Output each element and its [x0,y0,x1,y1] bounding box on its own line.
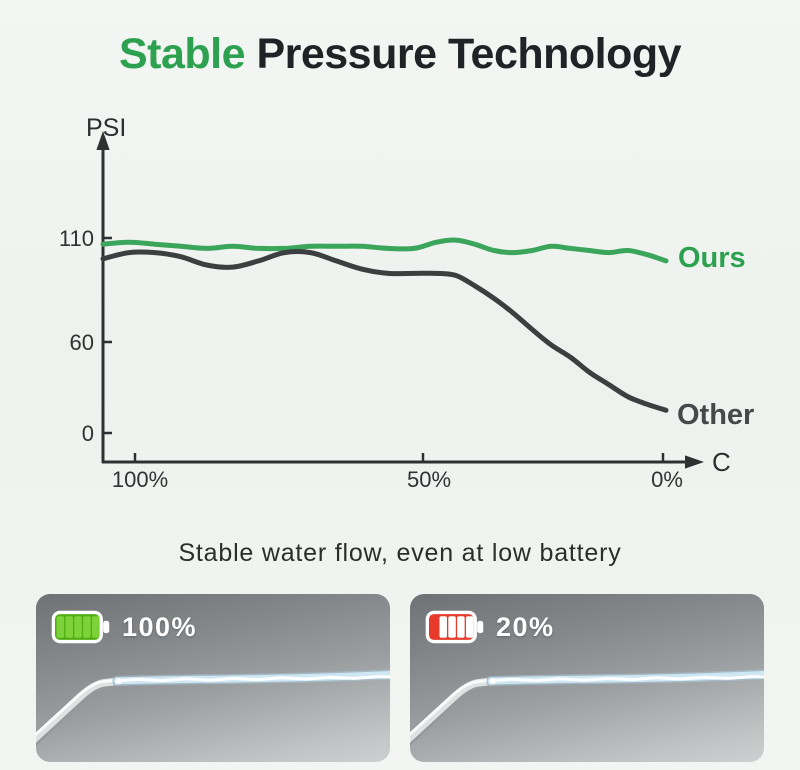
battery-indicator-low: 20% [425,610,555,644]
ours-series-label: Ours [678,242,746,274]
y-tick-110: 110 [59,226,94,251]
ours-series-line [100,237,669,264]
x-tick-0: 0% [651,467,683,492]
panel-full-battery: 100% [36,594,390,762]
battery-indicator-full: 100% [51,610,197,644]
x-axis-arrow-icon [685,455,704,469]
other-series-label: Other [677,399,754,431]
battery-nub [477,620,484,634]
y-axis: 110 60 0 PSI [59,114,126,464]
pressure-line-chart: 110 60 0 PSI 100% 50% 0% C Ours Other [59,114,754,492]
x-axis: 100% 50% 0% C [101,447,731,492]
battery-nub [103,620,110,634]
water-stream [112,669,390,686]
y-axis-arrow-icon [96,131,110,150]
title-rest: Pressure Technology [256,30,682,78]
battery-cells [430,616,474,638]
subtitle: Stable water flow, even at low battery [178,539,622,567]
flosser-nozzle-icon [36,676,122,746]
page-title: Stable Pressure Technology [0,30,800,79]
other-series-line [100,249,669,413]
flosser-nozzle-icon [410,676,496,746]
y-tick-60: 60 [70,330,94,355]
x-axis-label: C [712,447,731,477]
x-tick-100: 100% [112,467,168,492]
battery-low-icon [425,610,484,644]
battery-cells [56,616,100,638]
y-tick-0: 0 [82,421,94,446]
water-jet-scene [410,669,764,746]
y-axis-label: PSI [86,114,126,142]
battery-full-icon [51,610,110,644]
water-jet-scene [36,669,390,746]
splash-icon [115,677,123,685]
title-highlight: Stable [118,30,246,78]
splash-icon [489,677,497,685]
x-tick-50: 50% [407,467,451,492]
water-stream [486,669,764,686]
battery-percentage: 100% [122,611,198,642]
panel-low-battery: 20% [410,594,764,762]
battery-percentage: 20% [496,611,555,642]
